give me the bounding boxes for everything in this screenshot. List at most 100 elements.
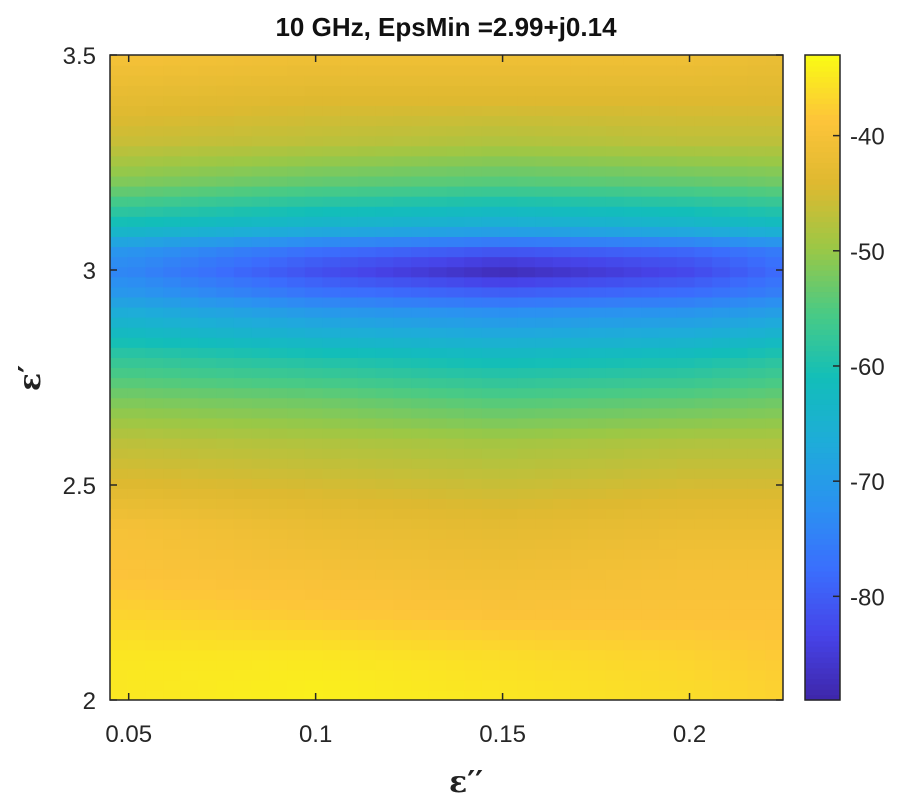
heatmap-cell xyxy=(322,327,341,338)
heatmap-cell xyxy=(340,85,359,96)
heatmap-cell xyxy=(747,286,766,298)
heatmap-cell xyxy=(269,437,288,449)
heatmap-cell xyxy=(535,186,554,197)
heatmap-cell xyxy=(641,327,660,338)
heatmap-cell xyxy=(304,508,324,520)
heatmap-cell xyxy=(712,518,731,530)
heatmap-cell xyxy=(163,589,182,600)
heatmap-cell xyxy=(269,458,288,469)
heatmap-cell xyxy=(163,186,182,197)
heatmap-cell xyxy=(481,387,501,399)
heatmap-cell xyxy=(464,145,483,157)
heatmap-cell xyxy=(216,579,235,590)
heatmap-cell xyxy=(641,145,660,157)
heatmap-cell xyxy=(464,216,483,227)
heatmap-cell xyxy=(340,448,359,459)
heatmap-cell xyxy=(163,468,182,479)
heatmap-cell xyxy=(623,55,642,66)
heatmap-cell xyxy=(127,498,147,510)
heatmap-cell xyxy=(393,528,412,540)
heatmap-cell xyxy=(535,135,554,147)
heatmap-cell xyxy=(729,679,749,691)
colorbar-segment xyxy=(805,409,840,416)
heatmap-cell xyxy=(322,619,341,631)
heatmap-cell xyxy=(570,528,589,540)
heatmap-cell xyxy=(676,468,696,479)
heatmap-cell xyxy=(110,589,129,600)
heatmap-cell xyxy=(765,306,783,318)
heatmap-cell xyxy=(765,417,783,429)
heatmap-cell xyxy=(729,639,749,651)
heatmap-cell xyxy=(269,367,288,379)
colorbar-segment xyxy=(805,350,840,357)
heatmap-cell xyxy=(729,135,749,147)
heatmap-cell xyxy=(676,105,696,117)
heatmap-cell xyxy=(552,337,572,348)
colorbar-segment xyxy=(805,345,840,352)
heatmap-cell xyxy=(588,256,607,268)
heatmap-cell xyxy=(481,659,501,671)
heatmap-cell xyxy=(605,659,625,671)
heatmap-cell xyxy=(747,337,766,348)
heatmap-cell xyxy=(163,105,182,117)
heatmap-cell xyxy=(623,246,642,258)
heatmap-cell xyxy=(517,427,536,439)
heatmap-cell xyxy=(570,246,589,258)
heatmap-cell xyxy=(729,427,749,439)
heatmap-cell xyxy=(340,649,359,661)
heatmap-cell xyxy=(464,276,483,288)
heatmap-cell xyxy=(340,105,359,117)
heatmap-cell xyxy=(747,488,766,500)
heatmap-cell xyxy=(552,619,572,631)
heatmap-cell xyxy=(676,417,696,429)
heatmap-cell xyxy=(517,306,536,318)
heatmap-cell xyxy=(623,468,642,479)
heatmap-cell xyxy=(233,589,253,600)
heatmap-cell xyxy=(605,468,625,479)
heatmap-cell xyxy=(287,639,306,651)
heatmap-cell xyxy=(216,397,235,409)
heatmap-cell xyxy=(535,105,554,117)
heatmap-cell xyxy=(411,407,430,419)
heatmap-cell xyxy=(623,407,642,419)
heatmap-cell xyxy=(304,95,324,106)
heatmap-cell xyxy=(446,55,465,66)
heatmap-cell xyxy=(605,175,625,187)
heatmap-cell xyxy=(357,669,377,681)
heatmap-cell xyxy=(623,186,642,197)
heatmap-cell xyxy=(623,155,642,167)
heatmap-cell xyxy=(446,85,465,96)
heatmap-cell xyxy=(570,377,589,389)
heatmap-cell xyxy=(375,538,394,550)
heatmap-cell xyxy=(446,317,465,328)
heatmap-cell xyxy=(765,548,783,560)
heatmap-cell xyxy=(481,65,501,76)
heatmap-cell xyxy=(127,397,147,409)
heatmap-cell xyxy=(570,266,589,278)
heatmap-cell xyxy=(499,175,518,187)
heatmap-cell xyxy=(659,266,678,278)
heatmap-cell xyxy=(287,327,306,338)
heatmap-cell xyxy=(499,609,518,620)
heatmap-cell xyxy=(552,196,572,207)
heatmap-cell xyxy=(535,357,554,369)
heatmap-cell xyxy=(517,508,536,520)
heatmap-cell xyxy=(340,679,359,691)
heatmap-cell xyxy=(694,296,713,308)
heatmap-cell xyxy=(570,639,589,651)
heatmap-cell xyxy=(233,377,253,389)
heatmap-cell xyxy=(322,317,341,328)
heatmap-cell xyxy=(340,206,359,217)
heatmap-cell xyxy=(269,528,288,540)
heatmap-cell xyxy=(552,55,572,66)
heatmap-cell xyxy=(198,85,217,96)
heatmap-cell xyxy=(127,488,147,500)
colorbar-segment xyxy=(805,549,840,556)
heatmap-cell xyxy=(499,347,518,358)
heatmap-cell xyxy=(712,135,731,147)
heatmap-cell xyxy=(517,407,536,419)
colorbar-tick-label: -60 xyxy=(850,354,885,381)
heatmap-cell xyxy=(110,689,129,700)
heatmap-cell xyxy=(623,498,642,510)
heatmap-cell xyxy=(676,558,696,570)
